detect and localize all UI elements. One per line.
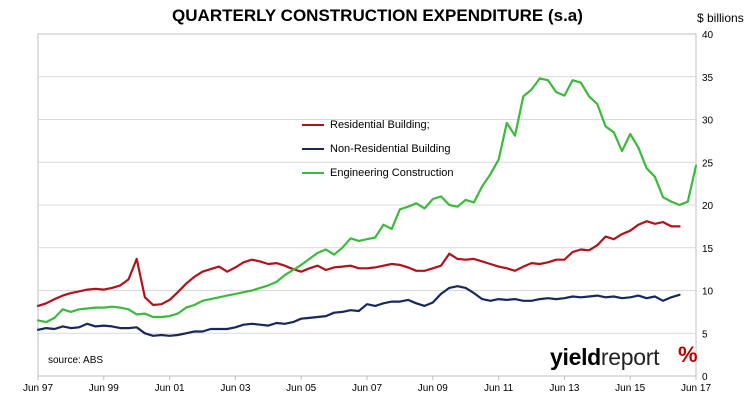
series-line-engineering — [36, 77, 698, 324]
series-line-non-residential — [36, 285, 681, 337]
legend-label-non-residential: Non-Residential Building — [330, 143, 451, 155]
legend-swatch-residential — [302, 124, 324, 126]
legend-item-non-residential: Non-Residential Building — [302, 137, 454, 161]
x-tick-label: Jun 03 — [220, 383, 250, 394]
y-tick-label: 10 — [702, 287, 714, 298]
y-tick-label: 40 — [702, 30, 714, 41]
series-lines — [36, 77, 698, 337]
legend-label-engineering: Engineering Construction — [330, 167, 454, 179]
x-tick-label: Jun 11 — [484, 383, 514, 394]
yieldreport-logo: yieldreport — [550, 344, 660, 371]
series-line-residential — [36, 220, 681, 307]
x-tick-label: Jun 05 — [286, 383, 316, 394]
x-tick-label: Jun 99 — [89, 383, 119, 394]
legend-label-residential: Residential Building; — [330, 119, 430, 131]
y-tick-label: 35 — [702, 73, 714, 84]
y-tick-label: 0 — [702, 372, 708, 383]
y-tick-label: 20 — [702, 201, 714, 212]
legend: Residential Building; Non-Residential Bu… — [302, 113, 454, 185]
legend-item-engineering: Engineering Construction — [302, 161, 454, 185]
y-tick-label: 30 — [702, 116, 714, 127]
x-tick-label: Jun 09 — [418, 383, 448, 394]
y-tick-label: 5 — [702, 329, 708, 340]
y-tick-label: 25 — [702, 158, 714, 169]
y-axis-ticks: 0 5 10 15 20 25 30 35 40 — [702, 30, 714, 383]
chart-title: QUARTERLY CONSTRUCTION EXPENDITURE (s.a) — [172, 6, 583, 25]
x-tick-label: Jun 97 — [23, 383, 53, 394]
logo-text-bold: yield — [550, 344, 601, 370]
legend-swatch-engineering — [302, 172, 324, 174]
logo-text-light: report — [600, 344, 660, 370]
x-tick-label: Jun 13 — [549, 383, 579, 394]
x-axis-ticks: Jun 97 Jun 99 Jun 01 Jun 03 Jun 05 Jun 07 Jun … — [23, 376, 711, 394]
x-tick-label: Jun 17 — [681, 383, 711, 394]
x-tick-label: Jun 15 — [615, 383, 645, 394]
legend-swatch-non-residential — [302, 148, 324, 150]
x-tick-label: Jun 01 — [155, 383, 185, 394]
legend-item-residential: Residential Building; — [302, 113, 454, 137]
y-axis-unit-label: $ billions — [697, 11, 744, 25]
y-tick-label: 15 — [702, 244, 714, 255]
x-tick-label: Jun 07 — [352, 383, 382, 394]
percent-icon: % — [678, 342, 698, 367]
source-annotation: source: ABS — [48, 355, 104, 366]
